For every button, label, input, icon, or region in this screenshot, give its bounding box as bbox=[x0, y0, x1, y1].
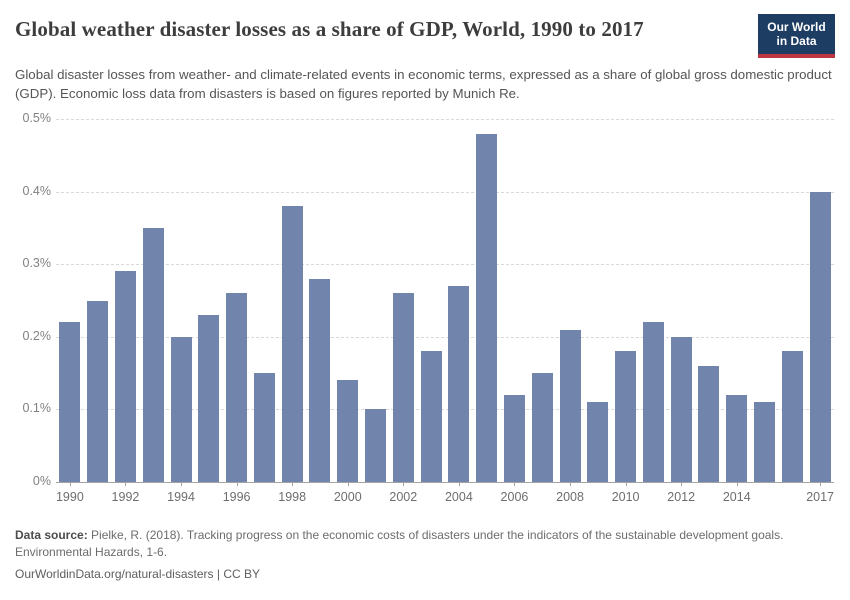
data-source-text: Pielke, R. (2018). Tracking progress on … bbox=[15, 528, 784, 559]
title-block: Global weather disaster losses as a shar… bbox=[15, 14, 758, 45]
x-axis-tick-label: 2012 bbox=[667, 490, 696, 504]
gridline-0.2% bbox=[56, 336, 834, 338]
x-axis-tick bbox=[570, 482, 572, 486]
x-axis-tick bbox=[69, 482, 71, 486]
chart-subtitle: Global disaster losses from weather- and… bbox=[15, 67, 832, 101]
footer-links: OurWorldinData.org/natural-disasters | C… bbox=[15, 566, 833, 583]
bar-2016[interactable] bbox=[781, 351, 803, 482]
y-axis-tick-label: 0.1% bbox=[22, 401, 52, 416]
bar-1994[interactable] bbox=[170, 336, 192, 482]
x-axis-tick-label: 2010 bbox=[611, 490, 640, 504]
gridline-0.3% bbox=[56, 264, 834, 266]
x-axis-tick bbox=[403, 482, 405, 486]
bar-2002[interactable] bbox=[392, 293, 414, 482]
x-axis-tick bbox=[820, 482, 822, 486]
gridline-0.1% bbox=[56, 409, 834, 411]
license-link[interactable]: CC BY bbox=[223, 567, 261, 581]
x-axis-tick-label: 2002 bbox=[389, 490, 418, 504]
bar-2008[interactable] bbox=[559, 329, 581, 482]
x-axis-tick-label: 1996 bbox=[222, 490, 251, 504]
x-axis-tick bbox=[125, 482, 127, 486]
bar-2003[interactable] bbox=[420, 351, 442, 482]
x-axis-tick bbox=[681, 482, 683, 486]
bar-2000[interactable] bbox=[337, 380, 359, 482]
bar-2006[interactable] bbox=[503, 394, 525, 482]
bar-1995[interactable] bbox=[198, 315, 220, 482]
y-axis-tick-label: 0.4% bbox=[22, 183, 52, 198]
x-axis-tick-label: 2017 bbox=[806, 490, 834, 504]
bar-2010[interactable] bbox=[615, 351, 637, 482]
bar-2001[interactable] bbox=[365, 409, 387, 482]
x-axis-tick-label: 1992 bbox=[111, 490, 140, 504]
bar-chart: 0% 0.1% 0.2% 0.3% 0.4% 0.5% 1990 1992 1994 1996 19… bbox=[15, 107, 835, 511]
x-axis-tick bbox=[292, 482, 294, 486]
bar-1997[interactable] bbox=[253, 373, 275, 482]
bar-1993[interactable] bbox=[142, 227, 164, 482]
x-axis-tick bbox=[514, 482, 516, 486]
x-axis-tick-label: 2008 bbox=[556, 490, 584, 504]
x-axis-tick-label: 1994 bbox=[167, 490, 195, 504]
bar-2011[interactable] bbox=[642, 322, 664, 482]
x-axis-tick bbox=[458, 482, 460, 486]
bar-2017[interactable] bbox=[809, 191, 831, 482]
y-axis-tick-label: 0.3% bbox=[22, 256, 52, 271]
footer: Data source: Pielke, R. (2018). Tracking… bbox=[15, 527, 833, 583]
x-axis-tick bbox=[181, 482, 183, 486]
x-axis-tick-label: 1998 bbox=[278, 490, 307, 504]
y-axis-tick-label: 0.2% bbox=[22, 328, 52, 343]
bar-2009[interactable] bbox=[587, 402, 609, 482]
x-axis-line bbox=[56, 482, 834, 483]
gridline-0.5% bbox=[56, 119, 834, 120]
x-axis-tick-label: 2004 bbox=[444, 490, 473, 504]
x-axis-tick-label: 2006 bbox=[500, 490, 529, 504]
y-axis-tick-label: 0.5% bbox=[22, 111, 52, 125]
bar-2012[interactable] bbox=[670, 336, 692, 482]
y-axis-tick-label: 0% bbox=[32, 474, 51, 488]
bar-1996[interactable] bbox=[226, 293, 248, 482]
data-source-label: Data source: bbox=[15, 528, 88, 542]
bar-1991[interactable] bbox=[87, 300, 109, 482]
owid-logo-line1: Our World bbox=[767, 20, 826, 34]
x-axis-tick-label: 2000 bbox=[333, 490, 362, 504]
owid-url-link[interactable]: OurWorldinData.org/natural-disasters bbox=[15, 567, 214, 581]
bar-2014[interactable] bbox=[726, 394, 748, 482]
header: Global weather disaster losses as a shar… bbox=[15, 14, 835, 58]
bar-1999[interactable] bbox=[309, 278, 331, 482]
data-source-note: Data source: Pielke, R. (2018). Tracking… bbox=[15, 527, 833, 561]
bar-1990[interactable] bbox=[59, 322, 81, 482]
bar-2005[interactable] bbox=[476, 133, 498, 482]
bar-2013[interactable] bbox=[698, 365, 720, 482]
gridline-0.4% bbox=[56, 191, 834, 193]
x-axis-tick bbox=[625, 482, 627, 486]
bar-1992[interactable] bbox=[114, 271, 136, 482]
x-axis-tick bbox=[236, 482, 238, 486]
page-title: Global weather disaster losses as a shar… bbox=[15, 17, 644, 41]
bar-2007[interactable] bbox=[531, 373, 553, 482]
bar-1998[interactable] bbox=[281, 206, 303, 482]
x-axis-tick-label: 2014 bbox=[722, 490, 751, 504]
x-axis-tick bbox=[736, 482, 738, 486]
owid-logo-line2: in Data bbox=[776, 34, 817, 48]
bar-2004[interactable] bbox=[448, 285, 470, 482]
x-axis-tick bbox=[347, 482, 349, 486]
owid-logo[interactable]: Our World in Data bbox=[758, 14, 835, 58]
bar-2015[interactable] bbox=[754, 402, 776, 482]
x-axis-tick-label: 1990 bbox=[55, 490, 84, 504]
footer-separator: | bbox=[213, 567, 224, 581]
